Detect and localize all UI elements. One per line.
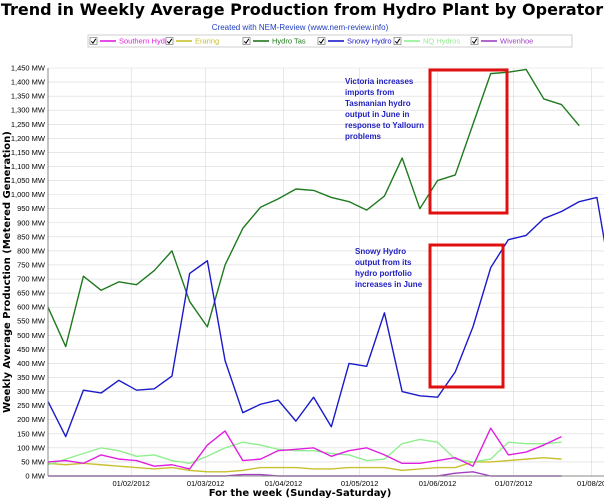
x-axis-ticks: 01/02/2012 01/03/2012 01/04/2012 01/05/2012… <box>112 479 604 488</box>
checkmark-icon <box>243 38 250 45</box>
annotation-text-1: Victoria increases imports from Tasmanian … <box>345 77 424 141</box>
annotation-line: Victoria increases <box>345 77 414 86</box>
y-tick-label: 250 MW <box>17 401 46 410</box>
annotation-box-tasmania <box>428 68 509 215</box>
legend-label-snowy-hydro: Snowy Hydro <box>347 37 392 46</box>
y-tick-label: 50 MW <box>21 457 46 466</box>
y-axis-title: Weekly Average Production (Metered Gener… <box>2 131 13 413</box>
y-tick-label: 0 MW <box>25 472 46 481</box>
annotation-line: output in June in <box>345 110 410 119</box>
x-tick-label: 01/06/2012 <box>419 479 457 488</box>
y-tick-label: 1,050 MW <box>11 176 46 185</box>
annotation-line: output from its <box>355 258 412 267</box>
y-tick-label: 1,300 MW <box>11 106 46 115</box>
legend: Southern Hydro Eraring Hydro Tas Snowy Hydr… <box>87 34 573 48</box>
y-tick-label: 1,000 MW <box>11 190 46 199</box>
legend-checkbox-hydro-tas[interactable] <box>242 37 251 45</box>
series-line-snowy-hydro <box>47 196 604 438</box>
y-tick-label: 600 MW <box>17 303 46 312</box>
checkmark-icon <box>166 38 173 45</box>
y-tick-label: 750 MW <box>17 260 46 269</box>
legend-checkbox-snowy-hydro[interactable] <box>317 37 326 45</box>
y-tick-label: 800 MW <box>17 246 46 255</box>
chart-subtitle: Created with NEM-Review (www.nem-review.… <box>212 23 389 32</box>
series-line-southern-hydro <box>47 427 562 470</box>
annotation-line: response to Yallourn <box>345 121 424 130</box>
annotation-line: problems <box>345 132 382 141</box>
y-tick-label: 900 MW <box>17 218 46 227</box>
x-tick-label: 01/07/2012 <box>495 479 533 488</box>
y-tick-label: 150 MW <box>17 429 46 438</box>
y-tick-label: 1,350 MW <box>11 92 46 101</box>
legend-label-hydro-tas: Hydro Tas <box>272 37 306 46</box>
y-tick-label: 450 MW <box>17 345 46 354</box>
y-axis-ticks: 0 MW 50 MW 100 MW 150 MW 200 MW 250 MW 300 MW 3… <box>11 64 46 481</box>
annotation-text-2: Snowy Hydro output from its hydro portfoli… <box>355 247 423 289</box>
y-tick-label: 850 MW <box>17 232 46 241</box>
y-tick-label: 1,250 MW <box>11 120 46 129</box>
y-tick-label: 700 MW <box>17 275 46 284</box>
y-tick-label: 1,200 MW <box>11 134 46 143</box>
checkmark-icon <box>471 38 478 45</box>
annotation-line: imports from <box>345 88 394 97</box>
y-tick-label: 1,400 MW <box>11 78 46 87</box>
legend-checkbox-southern-hydro[interactable] <box>89 37 98 45</box>
checkmark-icon <box>318 38 325 45</box>
y-tick-label: 1,150 MW <box>11 148 46 157</box>
legend-checkbox-nq-hydros[interactable] <box>393 37 402 45</box>
legend-label-wivenhoe: Wivenhoe <box>500 37 533 46</box>
plot-area <box>48 68 604 476</box>
x-tick-label: 01/08/20 <box>577 479 604 488</box>
y-tick-label: 1,450 MW <box>11 64 46 73</box>
legend-label-eraring: Eraring <box>195 37 219 46</box>
grid <box>48 67 604 477</box>
y-tick-label: 950 MW <box>17 204 46 213</box>
annotation-line: increases in June <box>355 280 423 289</box>
checkmark-icon <box>394 38 401 45</box>
x-tick-label: 01/03/2012 <box>187 479 225 488</box>
legend-label-nq-hydros: NQ Hydros <box>423 37 460 46</box>
annotation-box-snowy <box>428 243 505 389</box>
legend-checkbox-wivenhoe[interactable] <box>470 37 479 45</box>
annotation-line: Tasmanian hydro <box>345 99 411 108</box>
y-tick-label: 1,100 MW <box>11 162 46 171</box>
legend-checkbox-eraring[interactable] <box>165 37 174 45</box>
legend-label-southern-hydro: Southern Hydro <box>119 37 172 46</box>
chart-title: Trend in Weekly Average Production from … <box>1 0 603 19</box>
y-tick-label: 400 MW <box>17 359 46 368</box>
y-tick-label: 200 MW <box>17 415 46 424</box>
annotations: Victoria increases imports from Tasmanian … <box>345 68 509 389</box>
y-tick-label: 500 MW <box>17 331 46 340</box>
x-tick-label: 01/05/2012 <box>341 479 379 488</box>
checkmark-icon <box>90 38 97 45</box>
y-tick-label: 100 MW <box>17 443 46 452</box>
x-tick-label: 01/02/2012 <box>112 479 150 488</box>
x-tick-label: 01/04/2012 <box>265 479 303 488</box>
annotation-line: hydro portfolio <box>355 269 412 278</box>
y-tick-label: 350 MW <box>17 373 46 382</box>
y-tick-label: 550 MW <box>17 317 46 326</box>
series-line-hydro-tas <box>47 68 580 348</box>
annotation-line: Snowy Hydro <box>355 247 406 256</box>
x-axis-title: For the week (Sunday-Saturday) <box>209 488 392 499</box>
y-tick-label: 300 MW <box>17 387 46 396</box>
y-tick-label: 650 MW <box>17 289 46 298</box>
